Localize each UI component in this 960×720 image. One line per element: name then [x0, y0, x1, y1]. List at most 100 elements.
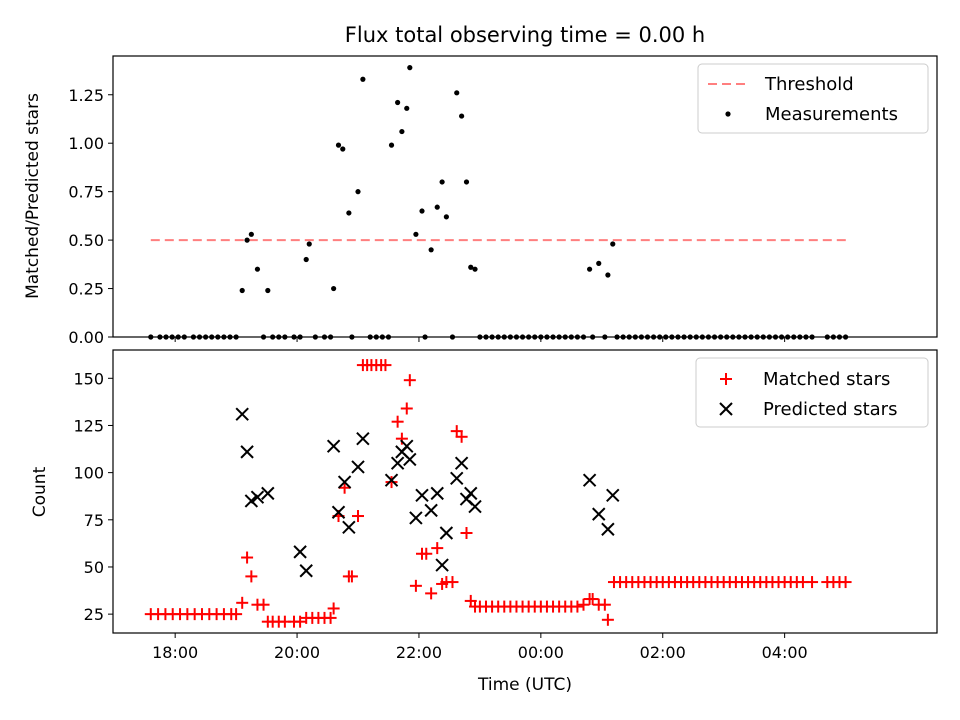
- ratio-y-axis-label: Matched/Predicted stars: [23, 93, 43, 299]
- matched-stars-point: [571, 600, 584, 613]
- matched-stars-point: [352, 510, 365, 523]
- count-legend-box: [695, 357, 929, 428]
- chart-title: Flux total observing time = 0.00 h: [345, 23, 705, 47]
- matched-stars-point: [294, 615, 307, 628]
- measurements-point: [404, 105, 410, 111]
- measurements-point: [463, 179, 470, 185]
- ratio-y-tick-label: 0.75: [68, 183, 104, 202]
- measurements-point: [605, 272, 611, 278]
- count-legend: Matched stars Predicted stars: [695, 357, 929, 428]
- measurements-point: [355, 189, 361, 195]
- count-y-axis-label: Count: [30, 466, 50, 517]
- measurements-point: [244, 237, 250, 243]
- matched-stars-point: [460, 527, 473, 540]
- matched-stars-point: [257, 598, 270, 611]
- predicted-stars-point: [384, 473, 399, 487]
- measurements-point: [254, 266, 261, 272]
- predicted-stars-point: [337, 475, 352, 489]
- measurements-point: [331, 285, 337, 292]
- predicted-stars-point: [409, 511, 423, 525]
- predicted-legend-label: Predicted stars: [763, 399, 897, 420]
- matched-stars-point: [598, 598, 611, 611]
- predicted-stars-point: [424, 503, 438, 518]
- matched-stars-point: [241, 551, 254, 564]
- ratio-y-tick-label: 1.00: [68, 134, 104, 153]
- predicted-stars-point: [250, 490, 265, 504]
- measurements-point: [468, 264, 474, 270]
- measurements-point: [340, 146, 346, 152]
- predicted-stars-point: [606, 488, 620, 502]
- matched-stars-point: [425, 587, 438, 600]
- matched-stars-point: [446, 576, 459, 589]
- predicted-stars-point: [601, 522, 615, 536]
- count-y-tick-label: 25: [84, 605, 104, 624]
- matched-stars-point: [586, 593, 599, 606]
- count-y-tick-label: 125: [73, 416, 104, 435]
- count-x-tick-label: 18:00: [152, 643, 198, 662]
- measurements-point: [459, 113, 465, 119]
- measurements-legend-label: Measurements: [765, 104, 898, 125]
- matched-stars-point: [230, 608, 243, 621]
- predicted-stars-point: [235, 407, 249, 421]
- measurements-point: [587, 266, 593, 272]
- measurements-point: [265, 287, 271, 294]
- predicted-legend-swatch: [719, 402, 733, 416]
- matched-stars-point: [338, 481, 351, 494]
- ratio-legend-box: [697, 63, 929, 134]
- predicted-stars-point: [356, 431, 370, 446]
- matched-stars-point: [806, 576, 819, 589]
- predicted-stars-point: [439, 526, 454, 540]
- measurements-point: [395, 99, 401, 106]
- predicted-stars-point: [244, 494, 259, 508]
- measurements-point: [399, 128, 405, 135]
- ratio-legend: Threshold Measurements: [697, 63, 929, 134]
- predicted-stars-point: [415, 488, 429, 502]
- predicted-stars-point: [331, 505, 346, 519]
- matched-stars-point: [391, 415, 404, 428]
- predicted-stars-point: [293, 545, 307, 559]
- count-plot-area: 18:00 20:00 22:00 00:00 02:00 04:00 25 50 75 100 1…: [73, 359, 852, 662]
- predicted-stars-point: [342, 520, 356, 535]
- matched-stars-point: [385, 476, 398, 489]
- measurements-point: [439, 179, 445, 185]
- measurements-point: [472, 266, 478, 272]
- ratio-plot-frame: [112, 55, 938, 338]
- matched-legend-swatch: [720, 373, 732, 385]
- measurements-point: [419, 208, 425, 214]
- threshold-legend-label: Threshold: [764, 74, 854, 95]
- matched-stars-point: [409, 579, 422, 592]
- ratio-panel: Flux total observing time = 0.00 h 0.000…: [23, 23, 938, 347]
- predicted-stars-point: [400, 439, 414, 453]
- measurements-point: [346, 210, 352, 216]
- predicted-stars-point: [435, 558, 449, 572]
- matched-stars-point: [420, 547, 433, 560]
- ratio-y-tick-label: 1.25: [68, 86, 104, 105]
- count-plot-frame: [112, 349, 938, 634]
- measurements-point: [239, 287, 245, 294]
- measurements-point: [248, 231, 254, 237]
- measurements-point: [306, 241, 312, 247]
- measurements-point: [407, 65, 413, 71]
- matched-stars-point: [403, 374, 416, 387]
- predicted-stars-point: [261, 486, 275, 501]
- measurements-point: [596, 260, 602, 266]
- count-y-tick-label: 100: [73, 464, 104, 483]
- ratio-plot-area: 0.00 0.25 0.50 0.75 1.00 1.25: [68, 65, 849, 347]
- predicted-stars-point: [240, 445, 254, 459]
- measurements-legend-swatch: [725, 111, 731, 117]
- measurements-point: [454, 90, 460, 96]
- predicted-stars-point: [468, 499, 482, 514]
- matched-stars-point: [455, 430, 468, 443]
- count-x-tick-label: 04:00: [762, 643, 808, 662]
- measurements-point: [610, 241, 616, 247]
- matched-stars-point: [324, 611, 337, 624]
- matched-stars-point: [327, 602, 340, 615]
- matched-stars-point: [601, 613, 614, 626]
- count-x-tick-label: 02:00: [640, 643, 686, 662]
- matched-stars-point: [400, 402, 413, 415]
- measurements-point: [335, 142, 342, 148]
- predicted-stars-point: [454, 456, 469, 470]
- measurements-point: [388, 142, 395, 148]
- matched-legend-label: Matched stars: [763, 369, 890, 390]
